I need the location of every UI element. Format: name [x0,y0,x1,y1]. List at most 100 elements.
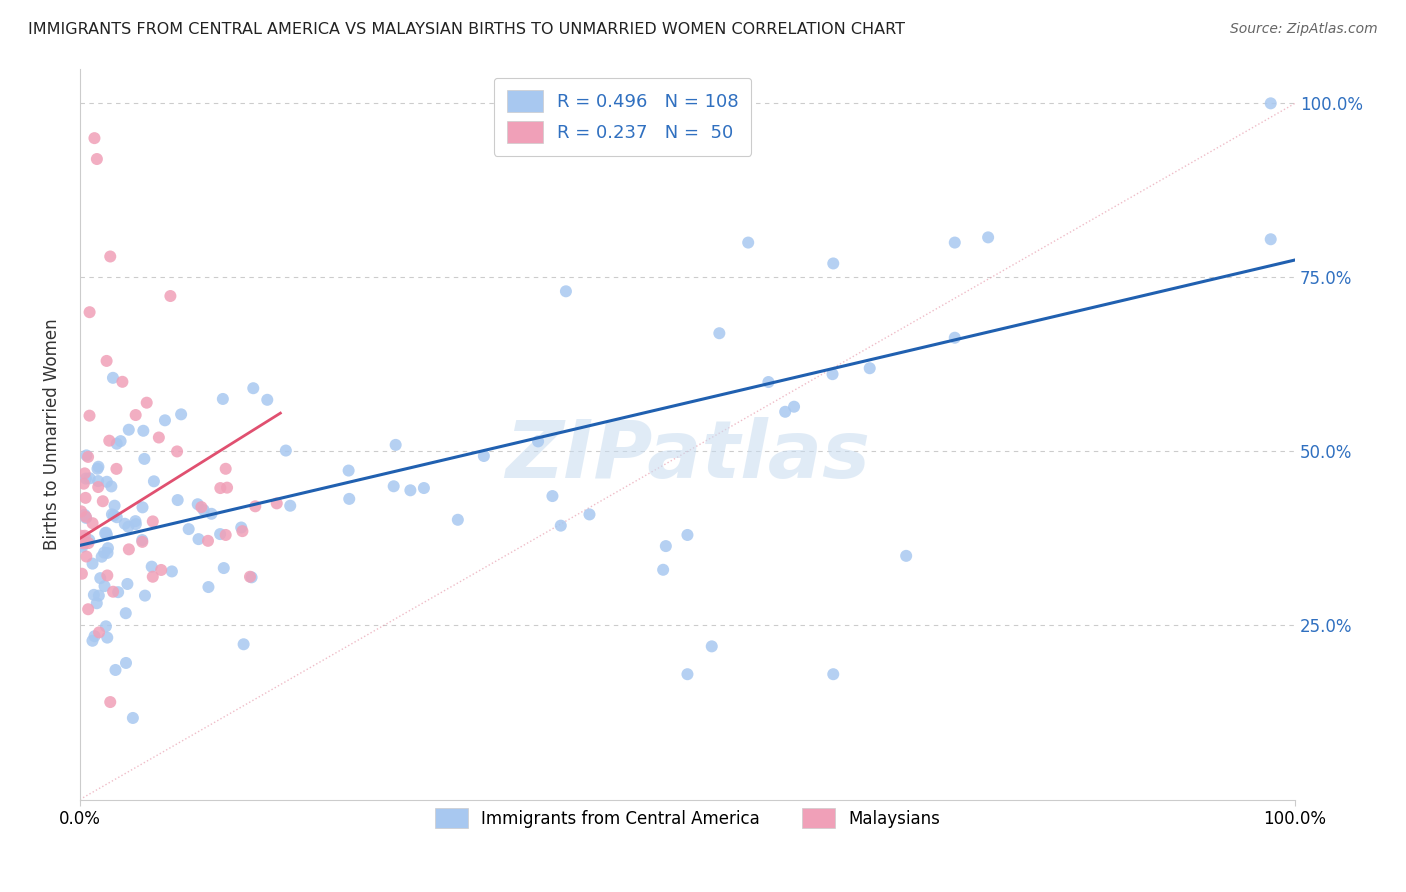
Point [82,633,104,648]
Point [75,509,97,524]
Point [232,637,254,651]
Point [472,449,495,463]
Point [118,423,141,437]
Point [70,566,93,581]
Point [783,400,806,414]
Point [79,409,101,423]
Point [96,631,118,645]
Point [87,589,110,603]
Point [148,430,170,444]
Point [382,479,405,493]
Point [160,565,183,579]
Point [977,230,1000,244]
Point [200,507,222,521]
Point [384,438,406,452]
Point [187,497,209,511]
Point [652,563,675,577]
Point [89,571,111,585]
Point [550,518,572,533]
Point [77,533,100,547]
Point [239,570,262,584]
Point [98,250,121,264]
Point [86,462,108,476]
Point [190,500,212,515]
Point [79,471,101,485]
Point [98,695,121,709]
Point [231,520,253,534]
Point [97,541,120,555]
Point [70,540,93,554]
Point [245,500,267,514]
Point [100,479,122,493]
Point [93,579,115,593]
Point [142,515,165,529]
Point [399,483,422,498]
Point [1260,96,1282,111]
Point [79,305,101,319]
Point [75,549,97,564]
Point [212,561,235,575]
Point [87,474,110,488]
Point [197,533,219,548]
Point [107,585,129,599]
Point [212,392,235,406]
Point [278,499,301,513]
Point [70,529,93,543]
Point [87,459,110,474]
Point [122,711,145,725]
Point [96,475,118,489]
Point [75,491,97,505]
Point [823,256,845,270]
Point [101,371,124,385]
Point [70,504,93,518]
Point [114,606,136,620]
Point [943,331,966,345]
Point [124,514,146,528]
Point [98,434,121,448]
Point [86,596,108,610]
Point [131,533,153,547]
Point [896,549,918,563]
Point [82,557,104,571]
Point [134,451,156,466]
Point [115,656,138,670]
Point [131,500,153,515]
Point [73,476,96,491]
Point [142,570,165,584]
Point [859,361,882,376]
Point [87,625,110,640]
Y-axis label: Births to Unmarried Women: Births to Unmarried Women [44,318,60,549]
Point [132,424,155,438]
Point [94,526,117,541]
Point [337,464,360,478]
Point [193,503,215,517]
Point [700,640,723,654]
Point [93,546,115,560]
Point [103,508,125,523]
Point [447,513,470,527]
Point [104,663,127,677]
Point [87,480,110,494]
Point [166,444,188,458]
Point [105,462,128,476]
Point [77,450,100,464]
Point [242,381,264,395]
Point [1260,232,1282,246]
Point [94,619,117,633]
Point [134,589,156,603]
Point [655,539,678,553]
Point [231,524,253,538]
Point [75,472,97,486]
Point [82,516,104,531]
Point [83,131,105,145]
Point [114,516,136,531]
Point [117,520,139,534]
Point [215,528,238,542]
Point [73,536,96,550]
Text: ZIPatlas: ZIPatlas [505,417,870,495]
Point [274,443,297,458]
Point [142,475,165,489]
Point [135,395,157,409]
Point [101,584,124,599]
Point [215,462,238,476]
